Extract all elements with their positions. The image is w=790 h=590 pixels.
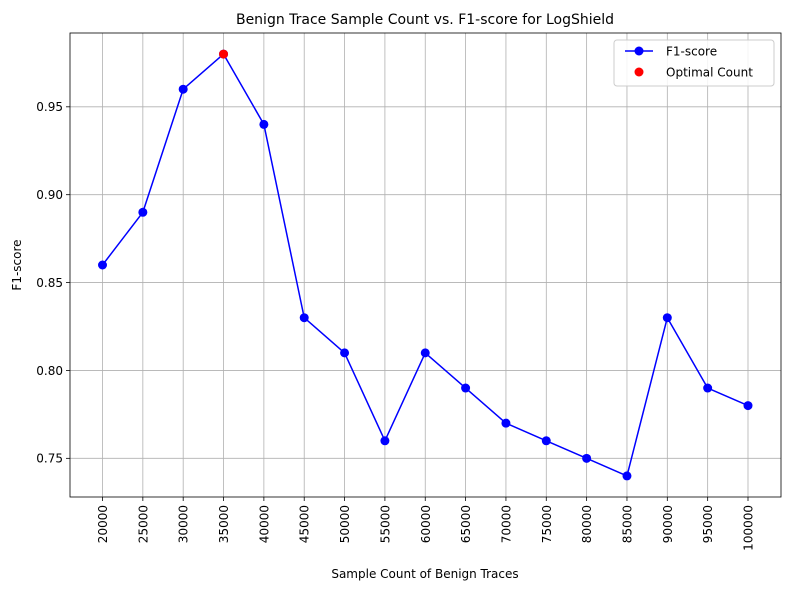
data-point xyxy=(541,436,551,446)
data-point xyxy=(743,401,753,411)
data-point xyxy=(340,348,350,358)
x-tick-label: 55000 xyxy=(378,505,392,543)
y-axis-label: F1-score xyxy=(10,239,24,290)
data-point xyxy=(259,119,269,129)
x-tick-label: 20000 xyxy=(96,505,110,543)
x-tick-label: 65000 xyxy=(459,505,473,543)
y-tick-label: 0.85 xyxy=(36,276,63,290)
x-tick-label: 95000 xyxy=(701,505,715,543)
x-tick-label: 30000 xyxy=(177,505,191,543)
x-tick-label: 40000 xyxy=(257,505,271,543)
data-point xyxy=(178,84,188,94)
data-point xyxy=(299,313,309,323)
legend: F1-score Optimal Count xyxy=(613,39,775,87)
x-tick-label: 25000 xyxy=(136,505,150,543)
x-tick-label: 90000 xyxy=(661,505,675,543)
y-tick-label: 0.90 xyxy=(36,188,63,202)
data-point xyxy=(420,348,430,358)
y-axis: 0.75 0.80 0.85 0.90 0.95 xyxy=(36,100,70,466)
legend-box xyxy=(613,39,775,87)
data-point xyxy=(380,436,390,446)
data-point xyxy=(703,383,713,393)
data-point xyxy=(461,383,471,393)
x-axis: 20000 25000 30000 35000 40000 45000 50000 55000… xyxy=(96,497,756,551)
x-tick-label: 45000 xyxy=(298,505,312,543)
y-tick-label: 0.80 xyxy=(36,364,63,378)
data-point xyxy=(501,418,511,428)
x-tick-label: 70000 xyxy=(499,505,513,543)
y-tick-label: 0.95 xyxy=(36,100,63,114)
legend-label-f1: F1-score xyxy=(666,45,717,59)
x-tick-label: 75000 xyxy=(540,505,554,543)
data-point xyxy=(622,471,632,481)
y-tick-label: 0.75 xyxy=(36,452,63,466)
data-point xyxy=(582,453,592,463)
data-point xyxy=(662,313,672,323)
legend-marker-optimal xyxy=(634,67,644,77)
x-tick-label: 60000 xyxy=(419,505,433,543)
legend-label-optimal: Optimal Count xyxy=(666,66,753,80)
chart-title: Benign Trace Sample Count vs. F1-score f… xyxy=(236,12,614,28)
x-tick-label: 100000 xyxy=(742,505,756,551)
plot-area xyxy=(98,49,753,481)
x-axis-label: Sample Count of Benign Traces xyxy=(331,567,518,581)
x-tick-label: 35000 xyxy=(217,505,231,543)
legend-marker-f1 xyxy=(634,46,644,56)
x-tick-label: 50000 xyxy=(338,505,352,543)
data-point xyxy=(98,260,107,270)
x-tick-label: 85000 xyxy=(620,505,634,543)
grid xyxy=(70,33,781,497)
optimal-point xyxy=(219,49,229,59)
data-point xyxy=(138,207,148,217)
x-tick-label: 80000 xyxy=(580,505,594,543)
